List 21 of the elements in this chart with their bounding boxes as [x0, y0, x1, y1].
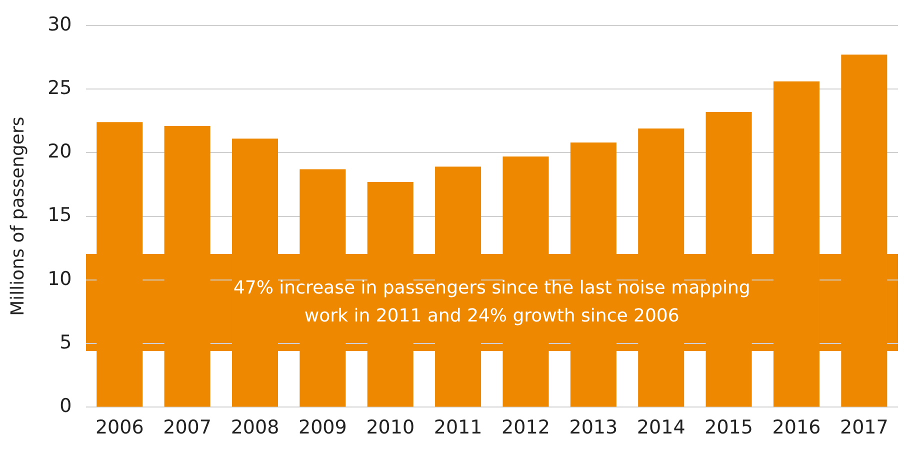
x-tick-label: 2014: [636, 416, 686, 439]
y-tick-label: 0: [60, 395, 72, 418]
x-tick-label: 2012: [502, 416, 550, 439]
x-tick-label: 2010: [366, 416, 415, 439]
y-tick-label: 20: [48, 140, 72, 163]
x-tick-label: 2013: [569, 416, 618, 439]
x-tick-label: 2015: [704, 416, 753, 439]
y-tick-label: 10: [48, 268, 72, 290]
x-tick-label: 2016: [772, 416, 821, 439]
y-tick-label: 25: [48, 76, 72, 99]
y-axis-title: Millions of passengers: [7, 116, 28, 316]
x-tick-label: 2011: [434, 416, 482, 439]
y-tick-label: 30: [48, 13, 72, 36]
x-tick-label: 2009: [298, 416, 347, 439]
annotation: 47% increase in passengers since the last noise mapping work in 2011 and 24% growth since 2006: [233, 277, 750, 326]
x-tick-label: 2017: [840, 416, 888, 439]
y-tick-label: 15: [48, 204, 72, 226]
y-tick-label: 5: [60, 332, 72, 354]
x-tick-label: 2006: [95, 416, 144, 439]
x-tick-label: 2008: [230, 416, 280, 439]
x-tick-label: 2007: [163, 416, 212, 439]
